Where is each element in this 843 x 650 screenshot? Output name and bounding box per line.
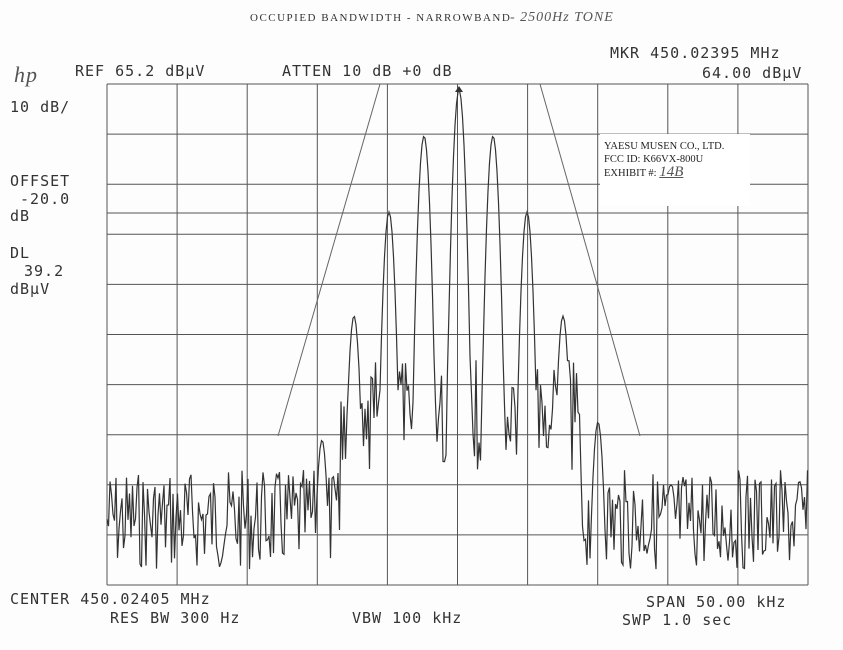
video-bandwidth: VBW 100 kHz: [352, 609, 463, 627]
resolution-bandwidth: RES BW 300 Hz: [110, 609, 241, 627]
marker-symbol: [455, 86, 463, 92]
ref-level: REF 65.2 dBμV: [75, 62, 206, 80]
header-title: OCCUPIED BANDWIDTH - NARROWBAND: [250, 12, 512, 24]
mask-line: [539, 83, 641, 437]
dl-label: DL: [10, 244, 31, 262]
logo: hp: [14, 62, 38, 87]
offset-unit: dB: [10, 207, 31, 225]
exhibit-stamp: YAESU MUSEN CO., LTD. FCC ID: K66VX-800U…: [600, 134, 750, 206]
mask-line: [277, 83, 381, 437]
marker-level: 64.00 dBμV: [702, 64, 803, 82]
stamp-fcc-id: FCC ID: K66VX-800U: [604, 154, 704, 165]
scale: 10 dB/: [10, 98, 71, 116]
sweep-time: SWP 1.0 sec: [622, 611, 733, 629]
offset-value: -20.0: [20, 190, 71, 208]
attenuation: ATTEN 10 dB +0 dB: [282, 62, 453, 80]
dl-value: 39.2: [24, 262, 65, 280]
marker-frequency: MKR 450.02395 MHz: [610, 44, 781, 62]
stamp-exhibit: EXHIBIT #: 14B: [604, 164, 746, 180]
exhibit-label: EXHIBIT #:: [604, 168, 657, 179]
spectrum-trace: [106, 89, 809, 570]
dl-unit: dBμV: [10, 280, 51, 298]
handwritten-note: - 2500Hz TONE: [510, 10, 614, 25]
offset-label: OFFSET: [10, 172, 71, 190]
center-frequency: CENTER 450.02405 MHz: [10, 590, 211, 608]
span: SPAN 50.00 kHz: [646, 593, 787, 611]
exhibit-value: 14B: [659, 164, 684, 180]
stamp-company: YAESU MUSEN CO., LTD.: [604, 141, 725, 152]
